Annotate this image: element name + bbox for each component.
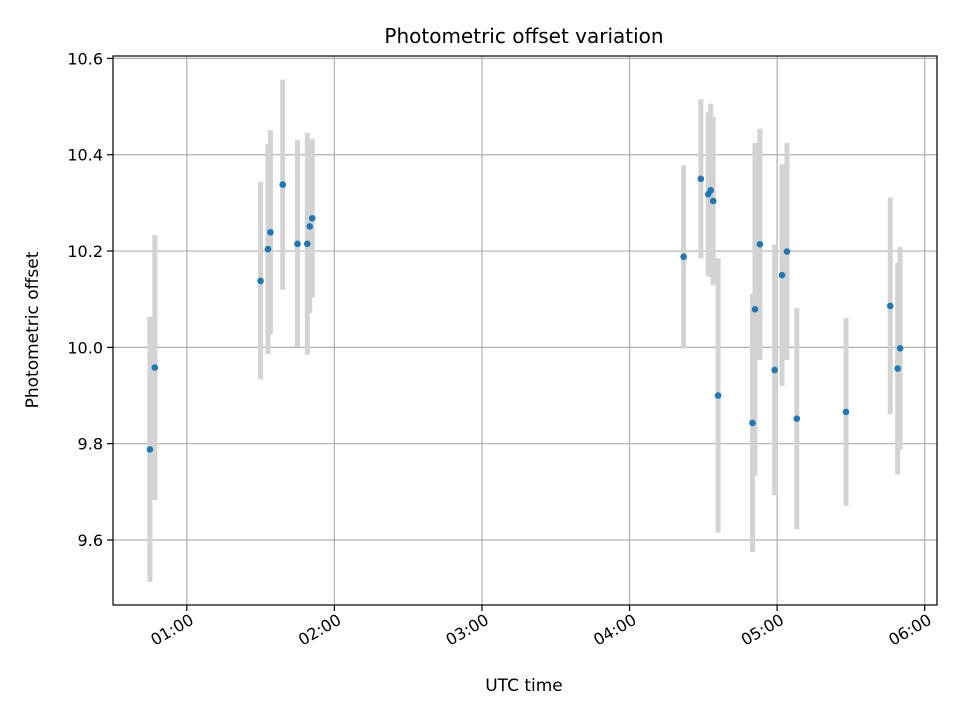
y-tick-label: 10.6 xyxy=(67,49,103,68)
data-point xyxy=(680,253,687,261)
data-point xyxy=(842,408,850,416)
data-point xyxy=(151,364,159,371)
x-axis-title: UTC time xyxy=(485,676,563,696)
data-point xyxy=(793,415,801,422)
data-point xyxy=(308,214,316,222)
y-axis-title: Photometric offset xyxy=(23,251,43,408)
y-tick-label: 9.8 xyxy=(78,435,103,454)
data-point xyxy=(771,366,778,374)
data-point xyxy=(267,228,274,236)
data-point xyxy=(894,365,901,372)
data-point xyxy=(778,271,786,279)
data-point xyxy=(294,240,301,248)
data-point xyxy=(707,187,715,194)
data-point xyxy=(264,245,272,253)
data-point xyxy=(306,223,314,230)
data-point xyxy=(886,302,894,310)
y-tick-label: 9.6 xyxy=(78,531,103,550)
data-points xyxy=(146,175,904,453)
y-tick-label: 10.0 xyxy=(67,338,103,357)
chart-title: Photometric offset variation xyxy=(384,24,663,48)
data-point xyxy=(749,419,756,427)
data-point xyxy=(279,181,287,188)
data-point xyxy=(756,240,764,248)
data-point xyxy=(714,392,722,399)
y-axis-ticks: 9.6 9.8 10.0 10.2 10.4 10.6 xyxy=(67,49,113,550)
y-tick-label: 10.2 xyxy=(67,242,103,261)
data-point xyxy=(146,446,154,453)
data-point xyxy=(751,306,759,313)
grid-lines xyxy=(113,56,937,605)
data-point xyxy=(257,277,264,285)
plot-area-frame xyxy=(112,55,938,606)
data-point xyxy=(709,197,717,205)
data-point xyxy=(304,240,311,248)
data-point xyxy=(783,248,791,255)
y-tick-label: 10.4 xyxy=(67,146,103,165)
data-point xyxy=(697,175,705,183)
data-point xyxy=(896,345,904,352)
